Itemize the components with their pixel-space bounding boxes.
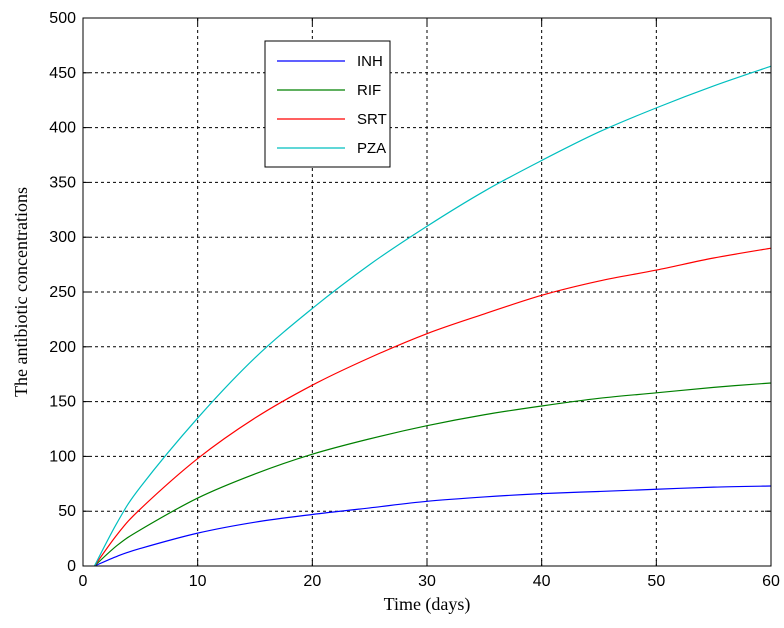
x-tick-label: 30 — [418, 573, 436, 590]
x-axis-label: Time (days) — [384, 594, 471, 615]
legend-label-rif: RIF — [357, 82, 381, 99]
legend-label-pza: PZA — [357, 140, 386, 157]
series-layer — [93, 65, 772, 567]
series-line-srt — [93, 247, 772, 567]
y-tick-label: 150 — [49, 394, 76, 411]
x-tick-label: 10 — [189, 573, 207, 590]
y-tick-label: 200 — [49, 339, 76, 356]
y-tick-label: 250 — [49, 284, 76, 301]
y-tick-label: 100 — [49, 448, 76, 465]
grid — [83, 18, 771, 566]
legend-label-srt: SRT — [357, 111, 387, 128]
y-tick-label: 450 — [49, 65, 76, 82]
ticks — [82, 17, 772, 567]
legend-box — [264, 40, 391, 168]
y-axis-label: The antibiotic concentrations — [11, 187, 31, 397]
y-tick-labels: 0 50 100 150 200 250 300 350 400 450 500 — [49, 10, 76, 575]
y-tick-label: 500 — [49, 10, 76, 27]
series-line-pza — [93, 65, 772, 567]
series-line-inh — [94, 485, 772, 567]
x-tick-label: 50 — [647, 573, 665, 590]
y-tick-label: 300 — [49, 229, 76, 246]
legend: INH RIF SRT PZA — [264, 40, 391, 168]
x-tick-label: 40 — [533, 573, 551, 590]
x-tick-label: 60 — [762, 573, 780, 590]
x-tick-label: 0 — [79, 573, 88, 590]
legend-label-inh: INH — [357, 53, 383, 70]
x-tick-labels: 0 10 20 30 40 50 60 — [79, 573, 780, 590]
y-tick-label: 50 — [58, 503, 76, 520]
y-tick-label: 350 — [49, 174, 76, 191]
x-tick-label: 20 — [303, 573, 321, 590]
y-tick-label: 400 — [49, 120, 76, 137]
y-tick-label: 0 — [67, 558, 76, 575]
series-line-rif — [94, 382, 772, 567]
